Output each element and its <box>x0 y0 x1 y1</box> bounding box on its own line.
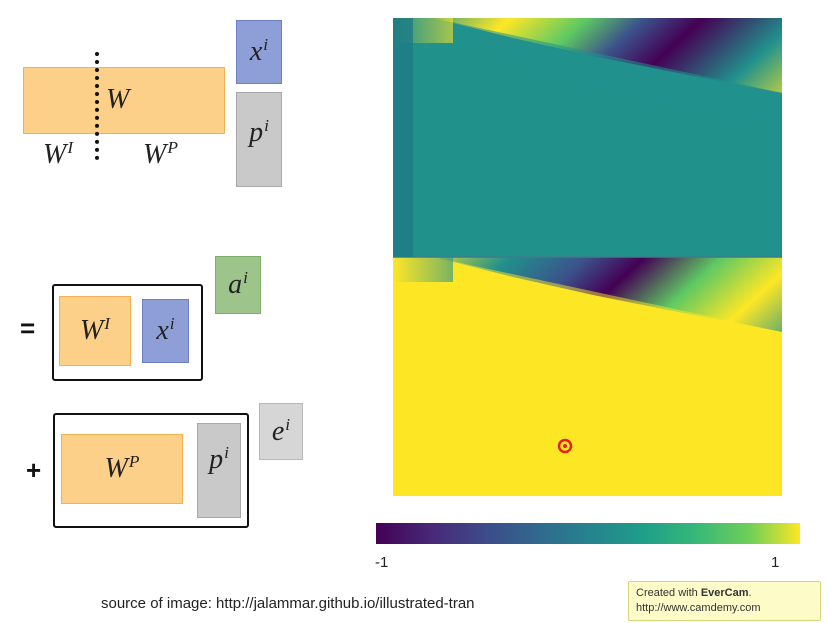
heatmap-top-fade <box>433 18 782 123</box>
cursor-highlight <box>557 438 573 454</box>
colorbar-min-label: -1 <box>375 554 389 571</box>
plus-sign: + <box>26 455 42 485</box>
x-i-vector: xi <box>236 20 282 84</box>
split-dotted-line <box>95 52 99 160</box>
w-i-label: WI <box>43 138 74 170</box>
product-frame-wi-xi <box>52 284 203 381</box>
w-label: W <box>106 84 130 115</box>
colorbar <box>376 523 800 544</box>
source-caption: source of image: http://jalammar.github.… <box>101 595 475 612</box>
cursor-dot <box>563 444 567 448</box>
heatmap-bottom-left-stripe <box>393 257 453 282</box>
evercam-watermark: Created with EverCam. http://www.camdemy… <box>628 581 821 621</box>
heatmap-bottom-fade <box>433 257 782 360</box>
a-i-block: ai <box>215 256 261 314</box>
w-i-block: WI <box>59 296 131 366</box>
w-p-block: WP <box>61 434 183 504</box>
positional-encoding-heatmap <box>393 18 782 496</box>
weight-matrix-w <box>23 67 225 134</box>
e-i-block: ei <box>259 403 303 460</box>
w-p-label: WP <box>143 138 178 170</box>
equals-sign: = <box>20 313 36 343</box>
watermark-line2: http://www.camdemy.com <box>636 601 761 614</box>
heatmap-left-column <box>393 18 413 257</box>
product-frame-wp-pi <box>53 413 249 528</box>
x-i-block: xi <box>142 299 189 363</box>
p-i-vector: pi <box>236 92 282 187</box>
colorbar-gradient <box>376 523 800 544</box>
watermark-line1: Created with EverCam. <box>636 587 752 599</box>
p-i-block: pi <box>197 423 241 518</box>
colorbar-max-label: 1 <box>771 554 780 571</box>
